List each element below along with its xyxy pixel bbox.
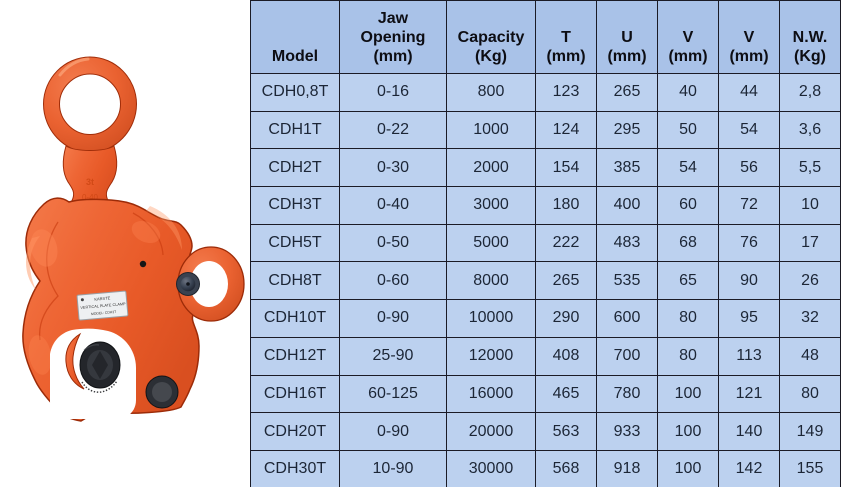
svg-text:3t: 3t xyxy=(86,177,94,187)
